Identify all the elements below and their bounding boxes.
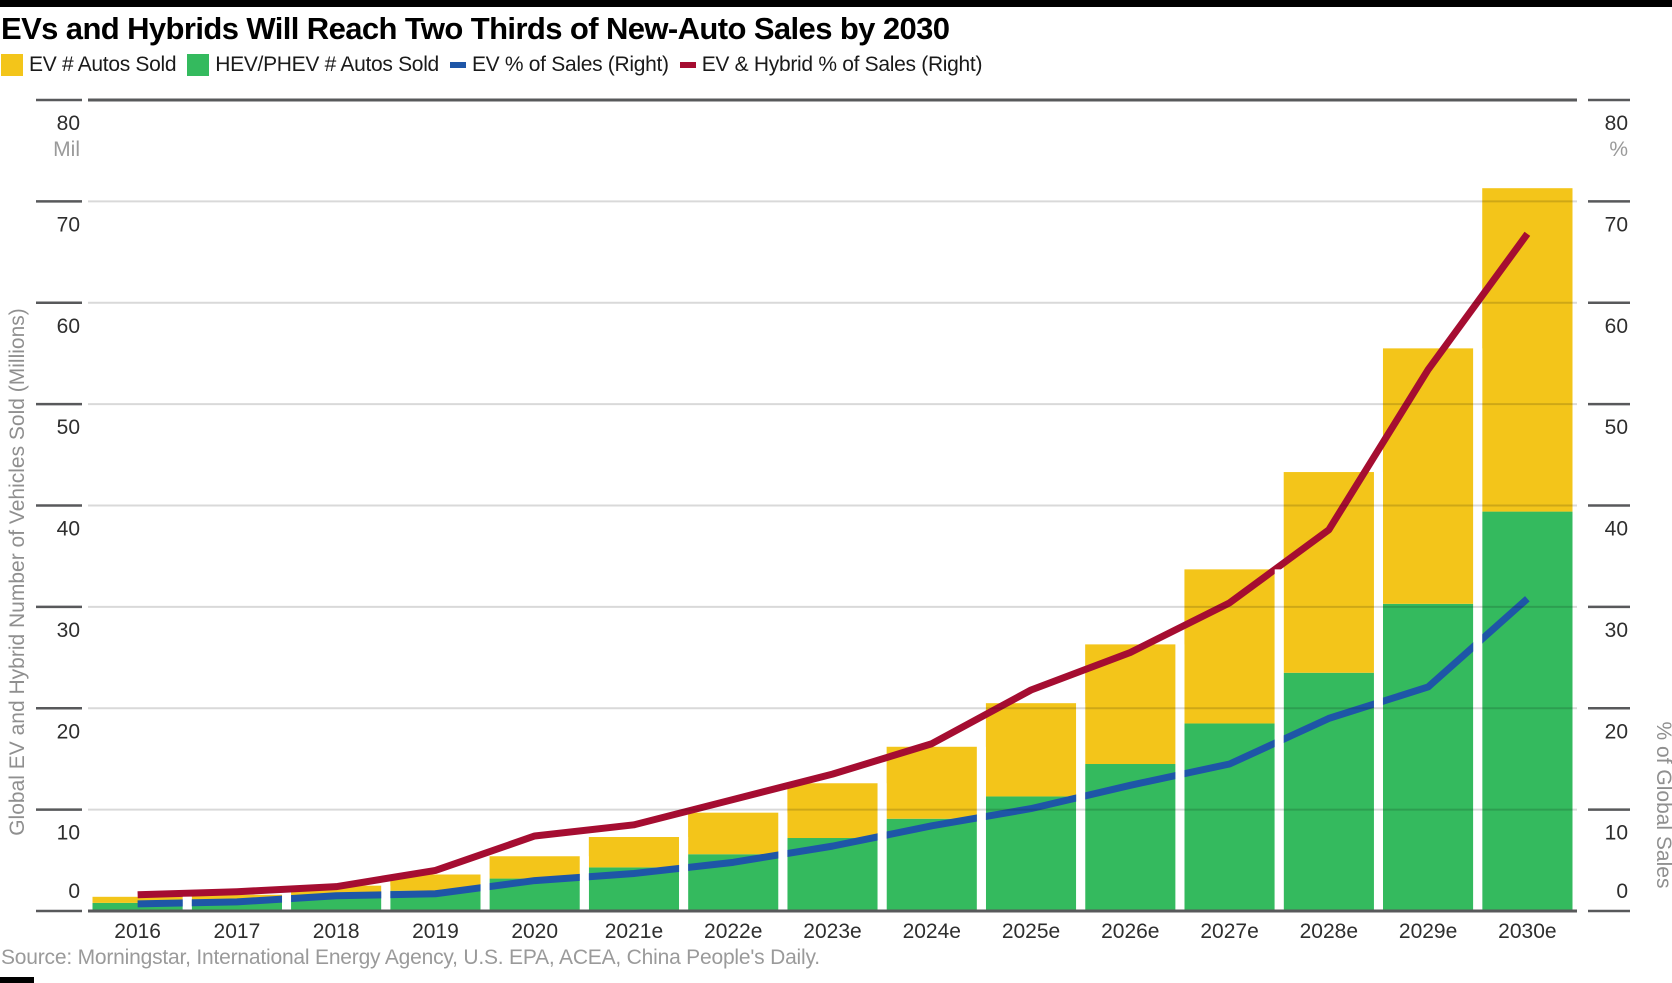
bar-ev-segment xyxy=(985,703,1077,797)
bar-ev-segment xyxy=(1382,348,1474,604)
y-axis-label-right: 40 xyxy=(1605,518,1628,541)
x-axis-label: 2020 xyxy=(511,920,558,943)
bar-gap xyxy=(1175,644,1185,911)
x-axis-label: 2023e xyxy=(803,920,861,943)
y-axis-label-left: 80 xyxy=(57,112,80,135)
top-black-bar xyxy=(0,0,1672,7)
left-axis-title: Global EV and Hybrid Number of Vehicles … xyxy=(6,308,29,836)
bar-gap xyxy=(182,896,192,911)
y-axis-label-right: 10 xyxy=(1605,822,1628,845)
y-axis-label-left: 30 xyxy=(57,619,80,642)
x-axis-label: 2025e xyxy=(1002,920,1060,943)
bar-hev-segment xyxy=(191,901,283,911)
legend-item: EV % of Sales (Right) xyxy=(449,53,669,77)
bar-ev-segment xyxy=(588,836,680,868)
legend-dash-icon xyxy=(449,62,466,68)
bar-gap xyxy=(381,885,391,911)
ev-hybrid-pct-line xyxy=(137,231,1531,899)
legend-item: EV # Autos Sold xyxy=(1,53,177,77)
footer-bar-fragment xyxy=(0,977,34,983)
legend-swatch-icon xyxy=(1,54,23,76)
bar-gap xyxy=(1076,703,1086,911)
bar-ev-segment xyxy=(390,874,481,891)
x-axis-label: 2017 xyxy=(214,920,261,943)
bar-gap xyxy=(480,874,490,911)
y-axis-label-left: 40 xyxy=(57,518,80,541)
bar-ev-segment xyxy=(191,894,283,902)
y-axis-label-left: 50 xyxy=(57,416,80,439)
y-axis-label-left: 70 xyxy=(57,213,80,236)
y-axis-label-right: 80 xyxy=(1605,112,1628,135)
x-axis-label: 2018 xyxy=(313,920,360,943)
x-axis-label: 2030e xyxy=(1498,920,1556,943)
y-axis-label-left: 0 xyxy=(68,880,80,903)
y-axis-label-right: 60 xyxy=(1605,315,1628,338)
y-axis-label-right: 30 xyxy=(1605,619,1628,642)
bar-ev-segment xyxy=(489,856,580,879)
legend-label: HEV/PHEV # Autos Sold xyxy=(215,53,439,76)
x-axis-label: 2026e xyxy=(1101,920,1159,943)
bar-hev-segment xyxy=(1382,603,1474,911)
bar-gap xyxy=(976,746,986,911)
bar-gap xyxy=(877,783,887,911)
x-axis-label: 2019 xyxy=(412,920,459,943)
y-axis-label-right: 20 xyxy=(1605,720,1628,743)
bar-ev-segment xyxy=(1184,569,1275,724)
bar-gap xyxy=(282,894,292,911)
bar-ev-segment xyxy=(92,896,183,903)
bar-ev-segment xyxy=(291,885,382,896)
x-axis-label: 2021e xyxy=(605,920,663,943)
x-axis-label: 2028e xyxy=(1300,920,1358,943)
right-axis-unit-label: % xyxy=(1609,138,1628,161)
right-axis-title: % of Global Sales xyxy=(1652,722,1672,889)
source-note: Source: Morningstar, International Energ… xyxy=(1,946,820,969)
bar-hev-segment xyxy=(1482,511,1573,911)
y-axis-label-right: 0 xyxy=(1616,880,1628,903)
bar-gap xyxy=(579,856,589,911)
y-axis-label-left: 10 xyxy=(57,822,80,845)
bar-gap xyxy=(679,836,689,911)
y-axis-label-right: 70 xyxy=(1605,213,1628,236)
x-axis-label: 2024e xyxy=(903,920,961,943)
legend-label: EV # Autos Sold xyxy=(29,53,177,76)
bar-ev-segment xyxy=(688,812,779,855)
bar-gap xyxy=(1274,569,1284,911)
bar-gap xyxy=(778,812,788,911)
legend-item: HEV/PHEV # Autos Sold xyxy=(187,53,439,77)
ev-pct-line xyxy=(137,596,1530,908)
bar-hev-segment xyxy=(1184,723,1275,911)
x-axis-label: 2016 xyxy=(114,920,161,943)
x-axis-label: 2022e xyxy=(704,920,762,943)
bar-gap xyxy=(1473,348,1483,911)
page-title: EVs and Hybrids Will Reach Two Thirds of… xyxy=(1,11,950,46)
legend-label: EV % of Sales (Right) xyxy=(471,53,669,76)
x-axis-label: 2029e xyxy=(1399,920,1457,943)
legend-swatch-icon xyxy=(187,54,210,76)
legend-dash-icon xyxy=(679,62,696,68)
y-axis-label-left: 60 xyxy=(57,315,80,338)
y-axis-label-left: 20 xyxy=(57,720,80,743)
bar-ev-segment xyxy=(886,746,977,819)
bar-ev-segment xyxy=(1283,472,1374,673)
legend-label: EV & Hybrid % of Sales (Right) xyxy=(701,53,983,76)
bar-gap xyxy=(1373,472,1383,911)
x-axis-label: 2027e xyxy=(1200,920,1258,943)
left-axis-unit-label: Mil xyxy=(53,138,80,161)
legend-item: EV & Hybrid % of Sales (Right) xyxy=(679,53,983,77)
bar-ev-segment xyxy=(1482,188,1573,512)
y-axis-label-right: 50 xyxy=(1605,416,1628,439)
legend: EV # Autos Sold HEV/PHEV # Autos Sold EV %… xyxy=(1,51,993,79)
bar-ev-segment xyxy=(787,783,878,839)
bar-hev-segment xyxy=(92,902,183,911)
